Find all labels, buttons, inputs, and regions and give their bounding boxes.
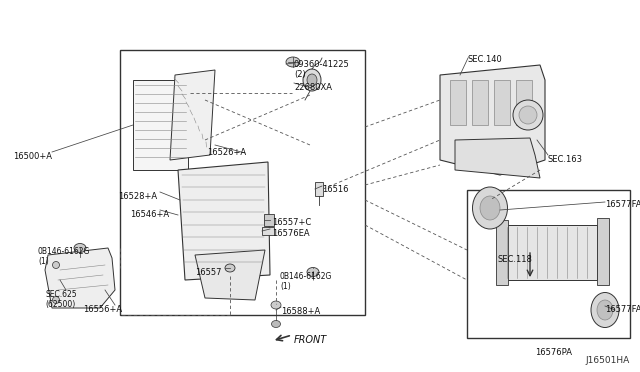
- Bar: [133, 80, 188, 170]
- Ellipse shape: [519, 106, 537, 124]
- Polygon shape: [170, 70, 215, 160]
- Polygon shape: [195, 250, 265, 300]
- Bar: [120, 50, 365, 315]
- Ellipse shape: [591, 292, 619, 327]
- Ellipse shape: [597, 300, 613, 320]
- Polygon shape: [455, 138, 540, 178]
- Bar: [264, 214, 274, 226]
- Bar: [315, 182, 323, 196]
- Text: 16516: 16516: [322, 185, 349, 194]
- Polygon shape: [178, 162, 270, 280]
- Text: SEC.140: SEC.140: [468, 55, 503, 64]
- Ellipse shape: [271, 301, 281, 309]
- Text: SEC.625
(62500): SEC.625 (62500): [45, 290, 77, 310]
- Bar: [262, 227, 274, 235]
- Ellipse shape: [52, 262, 60, 269]
- Ellipse shape: [271, 321, 280, 327]
- Text: FRONT: FRONT: [294, 335, 327, 345]
- Bar: [502, 225, 597, 280]
- Bar: [467, 190, 630, 338]
- Text: 16526+A: 16526+A: [207, 148, 246, 157]
- Text: 0B146-6162G
(1): 0B146-6162G (1): [38, 247, 90, 266]
- Ellipse shape: [307, 267, 319, 276]
- Bar: [472, 80, 488, 125]
- Bar: [496, 220, 508, 285]
- Ellipse shape: [472, 187, 508, 229]
- Polygon shape: [440, 65, 545, 175]
- Text: 16576PA: 16576PA: [536, 348, 573, 357]
- Text: 16546+A: 16546+A: [130, 210, 169, 219]
- Ellipse shape: [513, 100, 543, 130]
- Text: SEC.118: SEC.118: [497, 255, 532, 264]
- Text: 09360-41225
(2): 09360-41225 (2): [294, 60, 349, 79]
- Text: 16556+A: 16556+A: [83, 305, 122, 314]
- Ellipse shape: [286, 57, 300, 67]
- Text: SEC.163: SEC.163: [548, 155, 583, 164]
- Text: 16577FA: 16577FA: [605, 305, 640, 314]
- Bar: [597, 218, 609, 285]
- Text: 16500+A: 16500+A: [13, 152, 52, 161]
- Text: 16576EA: 16576EA: [272, 229, 310, 238]
- Ellipse shape: [480, 196, 500, 220]
- Text: 16557: 16557: [195, 268, 221, 277]
- Text: 16528+A: 16528+A: [118, 192, 157, 201]
- Ellipse shape: [303, 69, 321, 91]
- Text: J16501HA: J16501HA: [586, 356, 630, 365]
- Text: 0B146-6162G
(1): 0B146-6162G (1): [280, 272, 332, 291]
- Text: 22680XA: 22680XA: [294, 83, 332, 92]
- Text: 16577FA: 16577FA: [605, 200, 640, 209]
- Bar: [494, 80, 510, 125]
- Bar: [450, 80, 466, 125]
- Ellipse shape: [307, 74, 317, 86]
- Ellipse shape: [225, 264, 235, 272]
- Ellipse shape: [52, 296, 60, 304]
- Bar: [516, 80, 532, 125]
- Polygon shape: [45, 248, 115, 308]
- Text: 16588+A: 16588+A: [281, 307, 320, 316]
- Ellipse shape: [74, 244, 86, 253]
- Text: 16557+C: 16557+C: [272, 218, 311, 227]
